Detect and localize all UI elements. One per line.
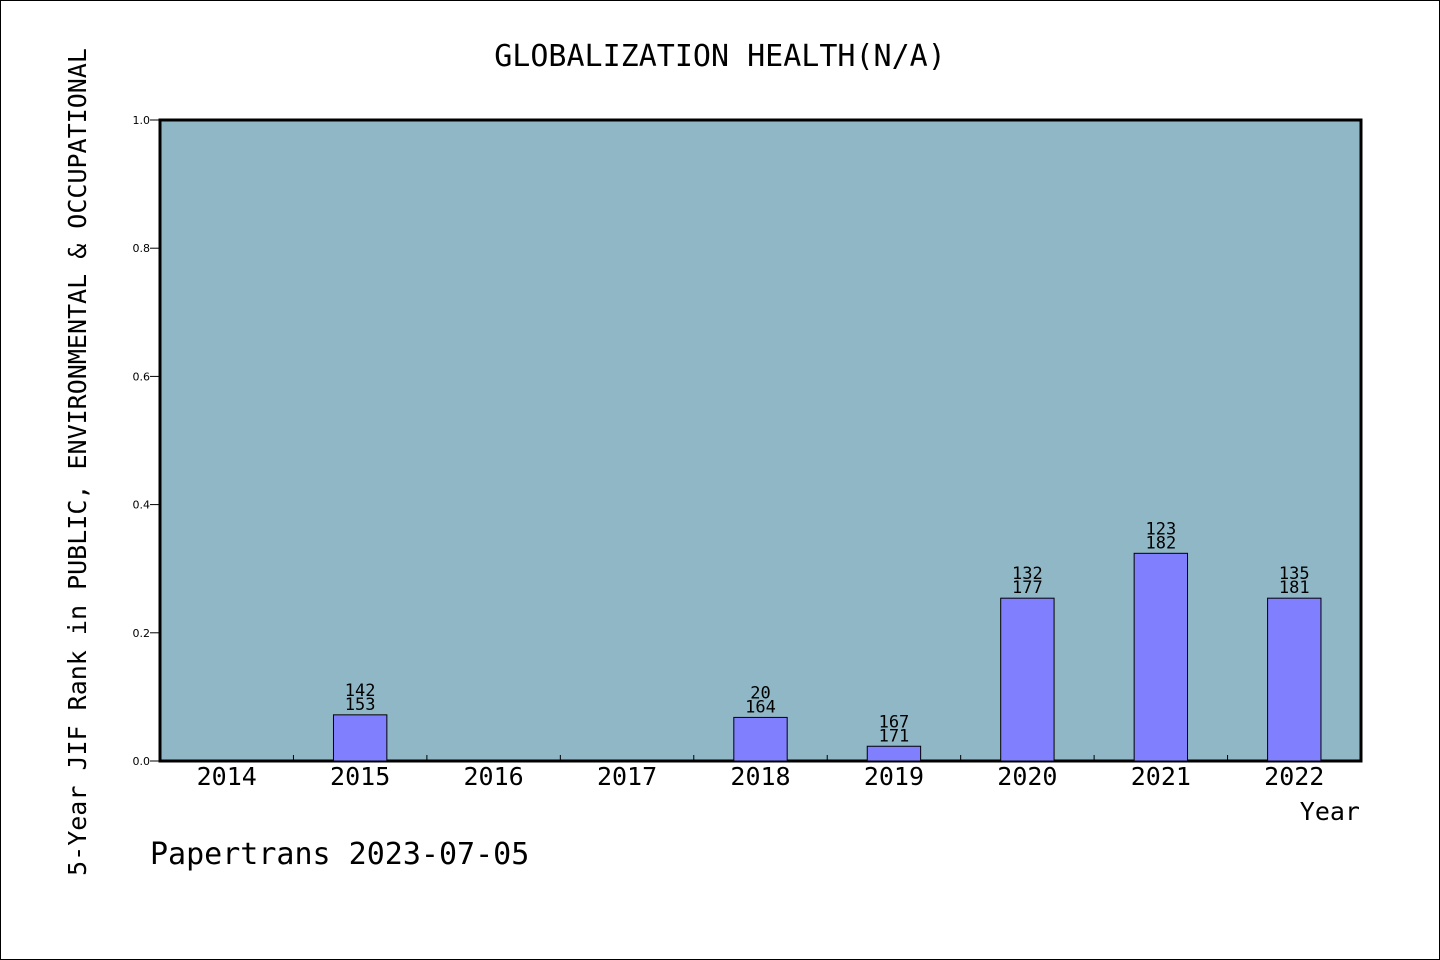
- bar-rank-label: 132: [1012, 564, 1043, 584]
- bar-total-label: 181: [1279, 578, 1310, 598]
- footer-text: Papertrans 2023-07-05: [150, 837, 529, 872]
- x-tick-label: 2019: [864, 762, 924, 791]
- x-tick-label: 2021: [1131, 762, 1191, 791]
- bar-rank-label: 20: [750, 683, 770, 703]
- bar-rank-label: 142: [345, 681, 376, 701]
- bar-rank-label: 167: [879, 712, 910, 732]
- y-tick-label: 1.0: [133, 114, 151, 127]
- x-axis-ticks: [292, 755, 1229, 761]
- bar-rank-label: 135: [1279, 564, 1310, 584]
- x-axis-label: Year: [1300, 797, 1360, 826]
- bar-rank-label: 123: [1145, 519, 1176, 539]
- y-tick-label: 0.8: [133, 242, 151, 255]
- bar: [866, 745, 922, 762]
- x-tick-label: 2020: [997, 762, 1057, 791]
- y-tick-label: 0.2: [133, 627, 151, 640]
- bars-group: [332, 552, 1322, 762]
- y-tick-label: 0.0: [133, 755, 151, 768]
- bar-total-label: 171: [879, 726, 910, 746]
- bar: [1267, 597, 1322, 762]
- x-tick-label: 2022: [1264, 762, 1324, 791]
- x-tick-label: 2014: [197, 762, 257, 791]
- bar: [1000, 597, 1055, 762]
- y-tick-label: 0.6: [133, 370, 151, 383]
- bar: [733, 716, 788, 762]
- x-tick-label: 2015: [330, 762, 390, 791]
- bar-total-label: 153: [345, 695, 376, 715]
- bar-total-label: 164: [745, 697, 776, 717]
- y-axis-label: 5-Year JIF Rank in PUBLIC, ENVIRONMENTAL…: [63, 48, 92, 876]
- x-tick-labels-group: 2014 2015 2016 2017 2018 2019 2020 2021 2022: [197, 762, 1325, 791]
- x-tick-label: 2017: [597, 762, 657, 791]
- bar-total-label: 177: [1012, 578, 1043, 598]
- chart-title: GLOBALIZATION HEALTH(N/A): [494, 39, 946, 74]
- bar: [332, 714, 388, 762]
- x-tick-label: 2018: [730, 762, 790, 791]
- bar: [1133, 552, 1189, 762]
- bar-total-label: 182: [1145, 533, 1176, 553]
- x-tick-label: 2016: [464, 762, 524, 791]
- y-axis-ticks: 0.0 0.2 0.4 0.6 0.8 1.0: [133, 114, 160, 768]
- y-tick-label: 0.4: [133, 499, 151, 512]
